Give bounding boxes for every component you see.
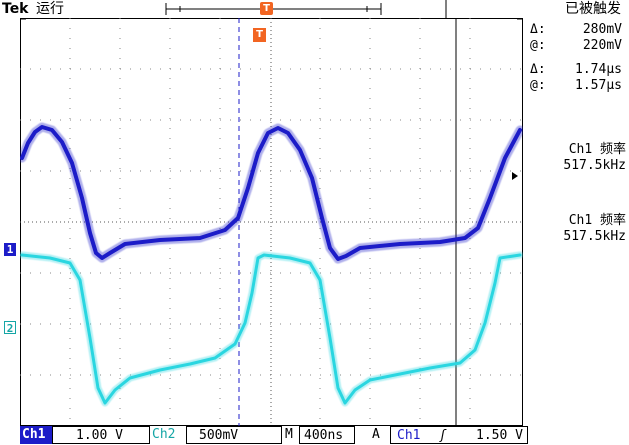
time-delta-readout: Δ: 1.74µs: [530, 62, 622, 77]
waveform-display[interactable]: T: [17, 18, 525, 426]
status-bar: Ch1 1.00 V Ch2 500mV M 400ns A Ch1 ʃ 1.5…: [0, 426, 629, 444]
amplitude-at-readout: @: 220mV: [530, 38, 622, 53]
measurement-label: Ch1 频率: [568, 142, 626, 157]
trigger-status: 已被触发: [565, 1, 621, 17]
ch1-waveform: [17, 122, 525, 264]
run-status: 运行: [36, 1, 64, 17]
trigger-level-arrow: [512, 172, 518, 180]
measurement-value: 517.5kHz: [563, 229, 626, 244]
amplitude-delta-readout: Δ: 280mV: [530, 22, 622, 37]
trigger-level: 1.50 V: [476, 428, 523, 443]
time-at-readout: @: 1.57µs: [530, 78, 622, 93]
ch2-ground-marker[interactable]: 2: [4, 321, 16, 335]
record-position-bar: [165, 0, 447, 18]
ch1-label[interactable]: Ch1: [20, 426, 52, 444]
graticule: [17, 18, 525, 426]
measurement-label: Ch1 频率: [568, 213, 626, 228]
ch1-scale[interactable]: 1.00 V: [52, 426, 150, 444]
trigger-point-icon: T: [253, 28, 266, 42]
trigger-position-icon: T: [260, 2, 273, 15]
timebase-label: M: [285, 427, 293, 442]
ch2-waveform: [18, 251, 524, 407]
rising-slope-icon: ʃ: [439, 428, 447, 443]
ch2-label[interactable]: Ch2: [152, 427, 176, 442]
timebase-value[interactable]: 400ns: [299, 426, 355, 444]
ch2-scale[interactable]: 500mV: [186, 426, 282, 444]
measurement-2: Ch1 频率 517.5kHz: [530, 213, 626, 245]
trigger-source: Ch1: [397, 428, 421, 443]
trigger-settings[interactable]: Ch1 ʃ 1.50 V: [390, 426, 528, 444]
ch1-ground-marker[interactable]: 1: [4, 243, 16, 256]
brand-logo: Tek: [2, 1, 29, 17]
measurement-value: 517.5kHz: [563, 158, 626, 173]
measurement-1: Ch1 频率 517.5kHz: [530, 142, 626, 174]
trigger-mode: A: [372, 427, 380, 442]
top-bar: Tek 运行 T 已被触发: [0, 0, 629, 18]
